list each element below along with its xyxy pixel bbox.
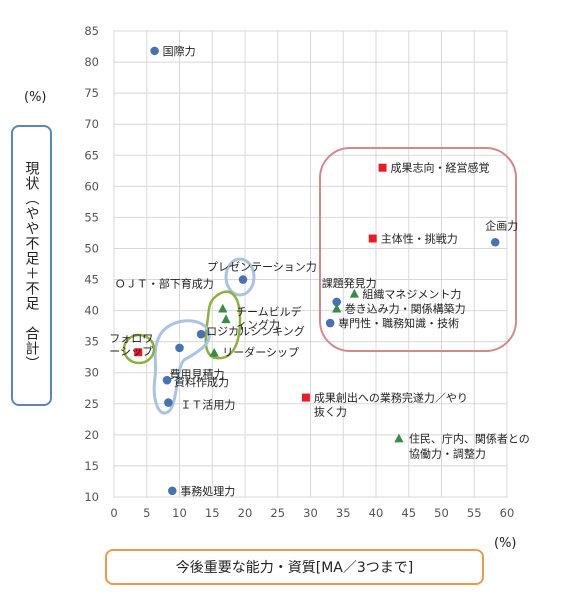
x-axis-label: 今後重要な能力・資質[MA／3つまで] [175,560,414,576]
point-label: 成果志向・経営感覚 [391,161,490,175]
point-label: 課題発見力 [322,276,377,290]
point-label: プレゼンテーション力 [207,261,317,274]
axis-ticks: 0 5 10 15 20 25 30 35 40 45 50 55 60 10 15 20 25 30 35 40 45… [84,24,514,520]
data-point-circle [196,329,206,339]
y-axis-label-box: 現状（やや不足＋不足 合計） [11,125,52,406]
y-tick-label: 80 [84,55,99,69]
point-label: 組織マネジメント力 [362,288,461,301]
y-tick-label: 30 [84,366,99,380]
x-axis-label-box: 今後重要な能力・資質[MA／3つまで] [105,549,484,585]
point-label: 企画力 [485,218,518,232]
x-tick-label: 5 [143,506,150,520]
data-point-circle [164,398,173,407]
data-point-circle [238,275,248,284]
x-tick-label: 50 [434,506,449,520]
x-tick-label: 30 [303,506,318,520]
data-point-triangle [209,347,219,357]
group-outline-blue-left [152,319,211,415]
y-tick-label: 10 [84,490,99,504]
data-point-triangle [332,303,342,313]
group-outline-followership [122,333,156,365]
y-tick-label: 20 [84,428,99,442]
group-outline-presentation [224,257,256,297]
group-outlines [122,147,517,415]
data-point-square [368,234,377,243]
group-outline-green [204,290,242,360]
data-point-circle [162,375,172,385]
x-tick-label: 55 [467,506,482,520]
y-tick-label: 40 [84,304,99,318]
point-label: リーダーシップ [222,345,299,359]
y-tick-label: 55 [84,210,99,224]
y-tick-label: 70 [84,117,99,131]
point-label: 資料作成力 [174,375,229,389]
y-tick-label: 35 [84,335,99,349]
point-label: ロジカルシンキング [206,324,305,338]
y-tick-label: 75 [84,86,99,100]
grid [113,30,508,498]
data-point-circle [332,297,342,307]
data-point-triangle [218,303,228,313]
data-point-circle [325,318,335,328]
y-tick-label: 50 [84,241,99,255]
point-label: 費用見積力 [170,367,225,381]
x-axis-unit: (%) [494,536,517,551]
x-tick-label: 0 [110,506,117,520]
x-tick-label: 10 [172,506,187,520]
data-point-square [378,163,387,172]
data-point-square [134,348,143,357]
y-tick-label: 65 [84,148,99,162]
data-point-triangle [394,433,404,443]
point-label: フォロワーシップ [109,332,153,358]
x-tick-label: 45 [401,506,416,520]
data-point-circle [150,46,159,56]
point-label: 事務処理力 [180,484,235,498]
data-point-circle [175,343,184,353]
x-tick-label: 20 [238,506,253,520]
x-tick-label: 60 [500,506,515,520]
x-tick-label: 35 [336,506,351,520]
point-label: 住民、庁内、関係者との協働力・調整力 [409,432,530,461]
data-point-triangle [221,314,231,324]
data-point-circle [167,486,177,496]
y-tick-label: 45 [84,273,99,287]
y-tick-label: 60 [84,179,99,193]
data-point-triangle [349,288,359,298]
y-tick-label: 15 [84,459,99,473]
y-axis-unit: (%) [24,90,47,105]
x-tick-label: 25 [270,506,285,520]
point-label: 専門性・職務知識・技術 [338,316,459,330]
data-point-square [301,393,310,402]
point-label: 巻き込み力・関係構築力 [345,302,466,316]
point-label: ＯＪＴ・部下育成力 [115,277,214,291]
point-label: 主体性・挑戦力 [381,232,458,246]
data-point-circle [490,237,500,247]
point-label: チームビルディング力 [236,304,302,331]
point-label: ＩＴ活用力 [180,399,235,412]
x-tick-label: 40 [369,506,384,520]
group-outline-red [319,147,517,352]
data-points [134,46,500,496]
x-tick-label: 15 [205,506,220,520]
point-label: 国際力 [163,45,196,58]
y-axis-label: 現状（やや不足＋不足 合計） [23,160,40,371]
point-label: 成果創出への業務完遂力／やり抜く力 [314,391,468,419]
y-tick-label: 25 [84,397,99,411]
y-tick-label: 85 [84,24,99,38]
